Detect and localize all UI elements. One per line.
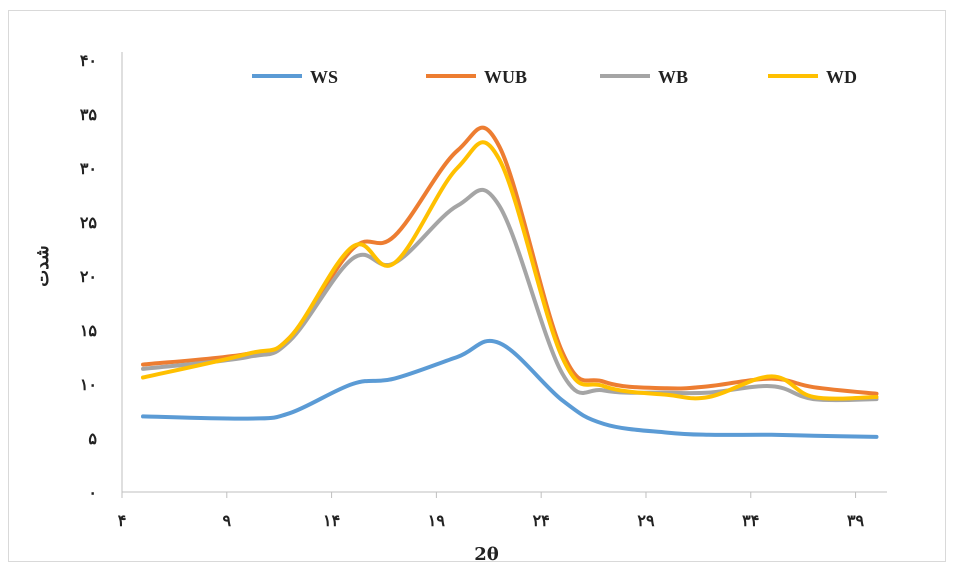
legend-label-ws: WS [310, 67, 338, 87]
series-line-ws [141, 338, 879, 439]
y-tick-label: ۱۵ [80, 321, 98, 340]
y-tick-label: ۴۰ [80, 51, 97, 70]
y-tick-label: ۳۰ [80, 159, 97, 178]
x-tick-label: ۳۹ [847, 511, 865, 530]
x-axis-label: 2θ [474, 544, 499, 565]
y-tick-label: ۲۵ [80, 213, 98, 232]
series-lines [141, 125, 879, 439]
y-tick-label: ۲۰ [80, 267, 97, 286]
y-tick-label: ۱۰ [80, 375, 97, 394]
x-tick-label: ۴ [118, 511, 127, 530]
axes: ۰ ۵ ۱۰ ۱۵ ۲۰ ۲۵ ۳۰ ۳۵ ۴۰ ۴ ۹ ۱۴ ۱۹ ۲۴ ۲۹ ۳۴ ۳۹ [80, 51, 887, 530]
y-tick-label: ۳۵ [80, 105, 98, 124]
legend-label-wb: WB [658, 67, 688, 87]
legend-label-wub: WUB [484, 67, 527, 87]
series-line-wb [141, 188, 879, 403]
legend-label-wd: WD [826, 67, 857, 87]
y-tick-label: ۵ [88, 429, 97, 448]
y-tick-label: ۰ [88, 483, 97, 502]
x-tick-label: ۳۴ [742, 511, 759, 530]
series-line-wd [141, 140, 879, 401]
y-axis-label: شدت [32, 245, 53, 286]
x-tick-label: ۲۹ [637, 511, 655, 530]
x-tick-label: ۱۹ [428, 511, 446, 530]
legend: WS WUB WB WD [252, 67, 857, 87]
chart-frame [8, 10, 946, 562]
x-tick-label: ۹ [222, 511, 231, 530]
x-tick-label: ۱۴ [323, 511, 340, 530]
x-tick-label: ۲۴ [533, 511, 550, 530]
